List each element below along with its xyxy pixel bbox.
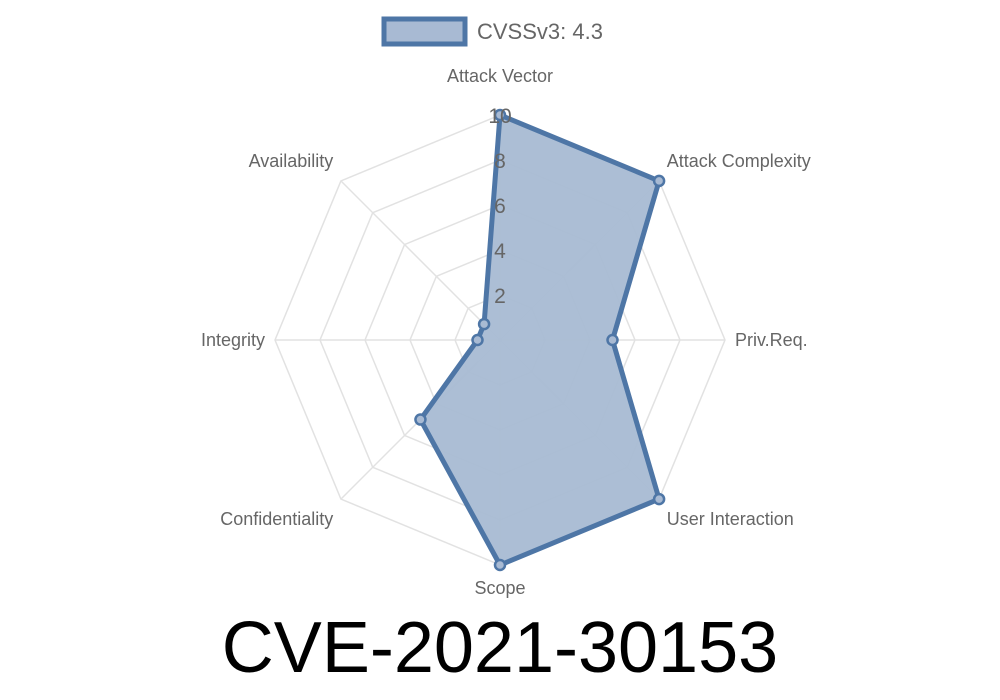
data-point[interactable] <box>652 174 666 188</box>
axis-label: Scope <box>474 578 525 598</box>
tick-label: 10 <box>488 105 511 128</box>
spoke-line <box>340 180 501 341</box>
data-point[interactable] <box>414 413 427 426</box>
axis-labels: Attack Vector Attack Complexity Priv.Req. U… <box>201 66 811 598</box>
chart-title: CVE-2021-30153 <box>221 608 779 688</box>
data-point[interactable] <box>477 317 491 331</box>
tick-label: 2 <box>494 285 506 308</box>
axis-label: Attack Complexity <box>667 151 811 171</box>
tick-label: 6 <box>494 195 506 218</box>
tick-label: 8 <box>494 150 506 173</box>
data-point[interactable] <box>471 333 484 347</box>
axis-label: Integrity <box>201 330 265 350</box>
data-point[interactable] <box>493 108 507 122</box>
axis-label: Confidentiality <box>220 509 333 529</box>
data-point[interactable] <box>652 492 666 506</box>
axis-label: User Interaction <box>667 509 794 529</box>
tick-labels: 2 4 6 8 10 <box>488 105 511 308</box>
series-layer <box>414 108 666 572</box>
axis-label: Priv.Req. <box>735 330 808 350</box>
axis-label: Attack Vector <box>447 66 553 86</box>
legend-swatch <box>381 16 468 47</box>
data-point[interactable] <box>606 333 619 347</box>
legend[interactable]: CVSSv3: 4.3 <box>381 16 603 47</box>
legend-label: CVSSv3: 4.3 <box>477 19 603 44</box>
axis-label: Availability <box>249 151 334 171</box>
data-point[interactable] <box>493 558 507 572</box>
tick-label: 4 <box>494 240 506 263</box>
